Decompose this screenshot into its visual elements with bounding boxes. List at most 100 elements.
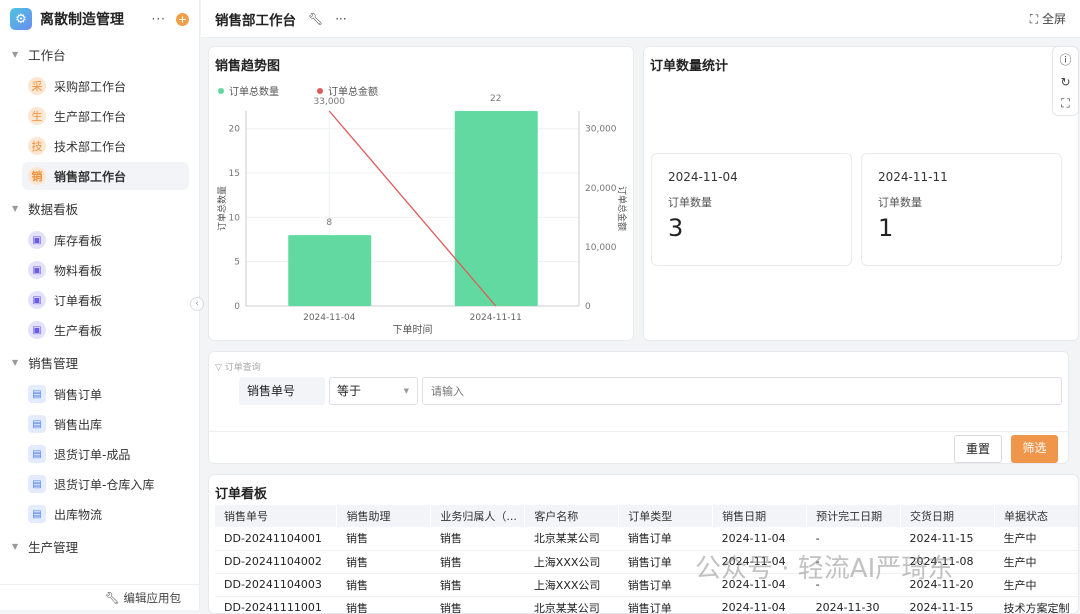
card-title: 销售趋势图	[215, 59, 281, 74]
table-cell: 北京某某公司	[524, 527, 619, 551]
sidebar-item[interactable]: ▤ 退货订单-成品	[22, 440, 189, 468]
sidebar-item[interactable]: 采采购部工作台	[22, 72, 189, 100]
column-header[interactable]: 单据状态	[994, 505, 1078, 527]
column-header[interactable]: 销售单号	[215, 505, 338, 527]
sidebar-item[interactable]: 技技术部工作台	[22, 132, 189, 160]
table-row[interactable]: DD-20241104001 销售 销售 北京某某公司 销售订单 2024-11-04-2…	[215, 527, 1078, 551]
column-header[interactable]: 客户名称	[524, 505, 620, 527]
order-board-card: 订单看板 销售单号 销售助理 业务归属人（... 客户名称 订单类型 销售日期 预计完工日期…	[208, 474, 1079, 614]
table-row[interactable]: DD-20241104002 销售 销售 上海XXX公司 销售订单 2024-11-04-…	[215, 550, 1078, 574]
table-row[interactable]: DD-20241104003 销售 销售 上海XXX公司 销售订单 2024-11-04-…	[215, 573, 1078, 597]
sidebar-item[interactable]: 生生产部工作台	[22, 102, 189, 130]
table-cell: DD-20241104002	[215, 550, 337, 574]
group-label: 销售管理	[28, 355, 79, 371]
expand-icon[interactable]: ⛶	[1061, 96, 1070, 111]
table-cell: 销售	[430, 573, 525, 597]
stat-card: 2024-11-11 订单数量 1	[861, 153, 1062, 266]
caret-down-icon: ▼	[12, 541, 19, 551]
sidebar-item-label: 退货订单-仓库入库	[54, 477, 155, 492]
sidebar-item-label: 技术部工作台	[54, 139, 127, 154]
y2-tick-label: 10,000	[585, 243, 617, 253]
form-icon: ▤	[28, 475, 46, 493]
order-number-input[interactable]	[422, 377, 1062, 405]
collapse-sidebar-button[interactable]: ‹	[190, 297, 204, 311]
sidebar-group[interactable]: ▼ 销售管理	[0, 346, 199, 378]
sidebar-item[interactable]: ▤ 出库物流	[22, 500, 189, 528]
dept-avatar-icon: 采	[28, 77, 46, 95]
more-icon[interactable]: ···	[151, 12, 166, 26]
x-tick-label: 2024-11-04	[303, 313, 356, 323]
refresh-icon[interactable]: ↻	[1060, 74, 1071, 89]
edit-app-package-button[interactable]: 🔧︎ 编辑应用包	[0, 584, 199, 610]
dept-avatar-icon: 技	[28, 137, 46, 155]
table-cell: 2024-11-04	[712, 550, 807, 574]
table-cell: 2024-11-04	[712, 573, 807, 597]
table-cell: 2024-11-04	[712, 596, 807, 613]
sidebar-item-label: 销售部工作台	[54, 169, 127, 184]
x-tick-label: 2024-11-11	[470, 313, 522, 323]
table-cell: 销售	[430, 527, 525, 551]
reset-button[interactable]: 重置	[954, 435, 1002, 463]
stat-card: 2024-11-04 订单数量 3	[651, 153, 852, 266]
sidebar-item[interactable]: ▣ 生产看板	[22, 316, 189, 344]
sidebar-item[interactable]: 销销售部工作台	[22, 162, 189, 190]
caret-down-icon: ▼	[12, 49, 19, 59]
info-icon[interactable]: ⓘ	[1059, 52, 1072, 67]
y-tick-label: 0	[234, 302, 240, 312]
legend-dot	[218, 87, 224, 94]
y2-tick-label: 20,000	[585, 184, 617, 194]
column-header[interactable]: 交货日期	[900, 505, 995, 527]
table-cell: 2024-11-20	[900, 573, 995, 597]
page-header: 销售部工作台 🔧︎ ··· ⛶ 全屏	[201, 0, 1080, 38]
dashboard-icon: ▣	[28, 231, 46, 249]
table-cell: 销售订单	[618, 573, 713, 597]
table-cell: 销售	[336, 573, 431, 597]
dept-avatar-icon: 生	[28, 107, 46, 125]
divider	[209, 431, 1068, 432]
more-icon[interactable]: ···	[335, 11, 347, 26]
table-cell: 销售订单	[618, 596, 713, 613]
sidebar-item[interactable]: ▣ 物料看板	[22, 256, 189, 284]
column-header[interactable]: 销售助理	[336, 505, 432, 527]
wrench-icon[interactable]: 🔧︎	[308, 11, 324, 26]
filter-title-label: 订单查询	[224, 363, 261, 373]
bar	[288, 235, 372, 306]
sidebar-group[interactable]: ▼ 数据看板	[0, 192, 199, 224]
order-filter-card: ▽ 订单查询 销售单号 等于 ▼ 重置 筛选	[208, 351, 1069, 464]
y-tick-label: 10	[229, 213, 241, 223]
dashboard-icon: ▣	[28, 321, 46, 339]
column-header[interactable]: 预计完工日期	[806, 505, 902, 527]
column-header[interactable]: 业务归属人（...	[430, 505, 526, 527]
operator-select[interactable]: 等于 ▼	[329, 377, 418, 405]
y2-axis-title: 订单总金额	[616, 186, 628, 231]
sidebar-group[interactable]: ▼ 工作台	[0, 38, 199, 70]
sidebar-item-label: 出库物流	[54, 507, 103, 522]
sidebar-item[interactable]: ▣ 库存看板	[22, 226, 189, 254]
caret-down-icon: ▼	[12, 203, 19, 213]
legend-label: 订单总金额	[328, 87, 378, 98]
add-icon[interactable]: +	[176, 12, 189, 26]
table-cell: 技术方案定制	[994, 596, 1078, 613]
app-header: ⚙ 离散制造管理 ··· +	[0, 0, 199, 38]
sidebar-item[interactable]: ▤ 销售订单	[22, 380, 189, 408]
legend-item-quantity[interactable]: 订单总数量	[218, 83, 279, 98]
column-header[interactable]: 订单类型	[618, 505, 714, 527]
fullscreen-button[interactable]: ⛶ 全屏	[1030, 10, 1066, 27]
sidebar-item[interactable]: ▤ 销售出库	[22, 410, 189, 438]
table-cell: 2024-11-08	[900, 550, 995, 574]
table-cell: 销售	[430, 550, 525, 574]
sidebar-item[interactable]: ▣ 订单看板	[22, 286, 189, 314]
legend-item-amount[interactable]: 订单总金额	[317, 83, 378, 98]
table-cell: DD-20241104001	[215, 527, 337, 551]
table-row[interactable]: DD-20241111001 销售 销售 北京某某公司 销售订单 2024-11-04 20…	[215, 596, 1078, 613]
column-header[interactable]: 销售日期	[712, 505, 808, 527]
filter-button[interactable]: 筛选	[1011, 435, 1058, 463]
operator-value: 等于	[337, 384, 362, 398]
table-cell: 销售	[430, 596, 525, 613]
edit-app-package-label: 编辑应用包	[123, 590, 182, 605]
sidebar-group[interactable]: ▼ 生产管理	[0, 530, 199, 562]
sidebar-item[interactable]: ▤ 退货订单-仓库入库	[22, 470, 189, 498]
sales-trend-card: 销售趋势图 订单总数量 订单总金额 0 5 10 15 20 0 10,000 20,000 3…	[208, 46, 634, 341]
x-axis-title: 下单时间	[393, 323, 433, 336]
orders-table: 销售单号 销售助理 业务归属人（... 客户名称 订单类型 销售日期 预计完工日期 交货日期单…	[215, 505, 1078, 613]
